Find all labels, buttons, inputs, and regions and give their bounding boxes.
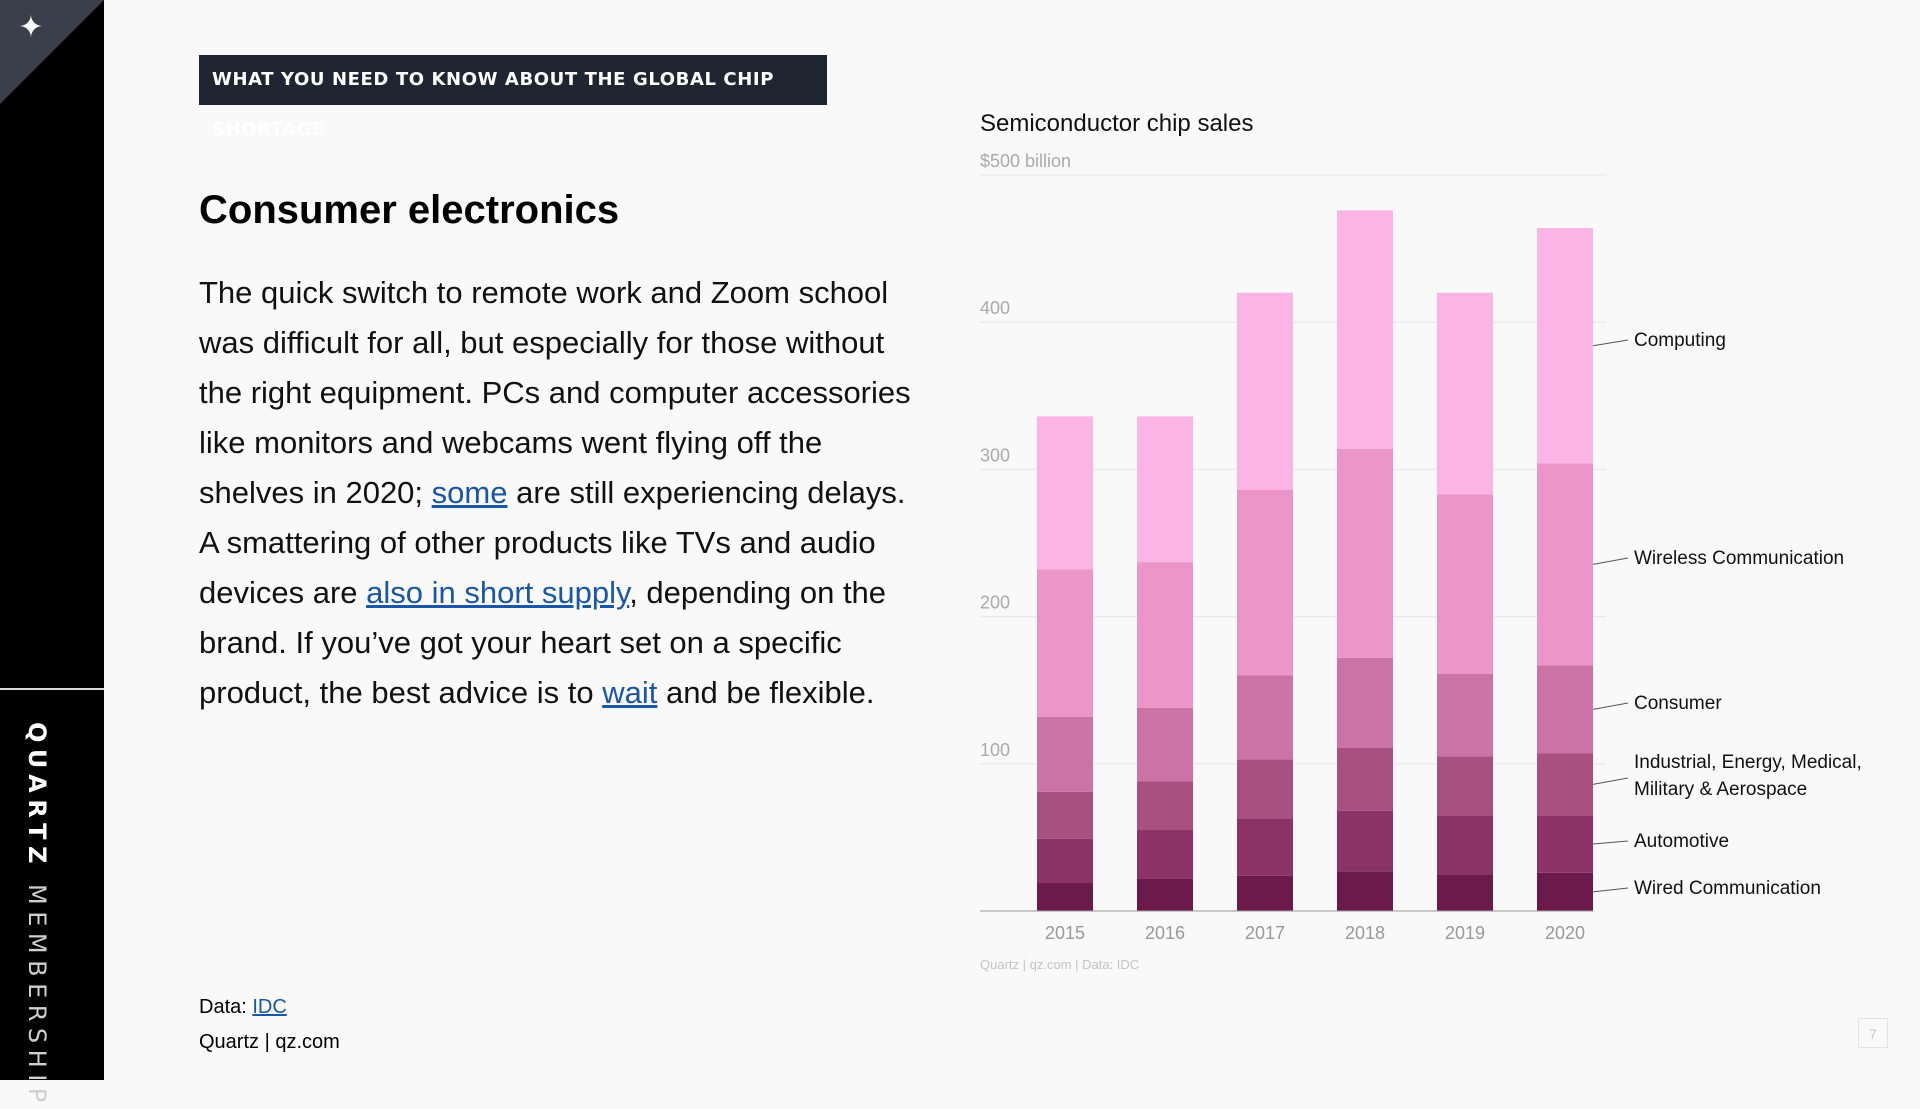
semiconductor-sales-chart: Semiconductor chip sales $500 billion 100 2… xyxy=(980,110,1862,972)
bar-2016-automotive xyxy=(1137,830,1193,879)
section-banner: WHAT YOU NEED TO KNOW ABOUT THE GLOBAL C… xyxy=(199,55,827,140)
bar-2015-automotive xyxy=(1037,838,1093,884)
bar-2018-computing xyxy=(1337,210,1393,449)
bar-2015-consumer xyxy=(1037,716,1093,792)
chart-source: Quartz | qz.com | Data: IDC xyxy=(980,957,1139,972)
page-number: 7 xyxy=(1858,1018,1888,1048)
bar-2016-consumer xyxy=(1137,707,1193,782)
bar-2019-industrial-energy-medical-military-aerospace xyxy=(1437,756,1493,816)
legend-label-automotive: Automotive xyxy=(1634,831,1729,852)
x-tick-label-2015: 2015 xyxy=(1045,923,1085,943)
bar-2018-industrial-energy-medical-military-aerospace xyxy=(1337,747,1393,811)
bar-2020-computing xyxy=(1537,227,1593,464)
leader-consumer xyxy=(1592,702,1629,710)
bar-2016-industrial-energy-medical-military-aerospace xyxy=(1137,781,1193,831)
some-link[interactable]: some xyxy=(431,475,508,510)
bar-2018-automotive xyxy=(1337,810,1393,872)
bar-2019-wireless-communication xyxy=(1437,494,1493,675)
slide-heading: Consumer electronics xyxy=(199,188,620,232)
bar-2019-consumer xyxy=(1437,674,1493,757)
chart-title: Semiconductor chip sales xyxy=(980,110,1253,137)
bar-2019-automotive xyxy=(1437,815,1493,875)
bar-2020-wireless-communication xyxy=(1537,463,1593,666)
bar-2017-consumer xyxy=(1237,675,1293,760)
leader-wired-communication xyxy=(1592,887,1629,893)
sidebar-divider xyxy=(0,688,104,690)
legend-label-industrial-energy-medical-military-aerospace-line2: Military & Aerospace xyxy=(1634,779,1807,800)
bar-2019-wired-communication xyxy=(1437,874,1493,911)
legend-label-wireless-communication: Wireless Communication xyxy=(1634,548,1844,569)
sidebar: ✦ QUARTZ MEMBERSHIP xyxy=(0,0,104,1109)
legend-label-consumer: Consumer xyxy=(1634,693,1722,714)
leader-automotive xyxy=(1592,840,1629,845)
also-in-short-supply-link[interactable]: also in short supply xyxy=(366,575,630,610)
credit-line: Quartz | qz.com xyxy=(199,1031,340,1053)
bar-2015-wireless-communication xyxy=(1037,569,1093,717)
x-tick-label-2019: 2019 xyxy=(1445,923,1485,943)
bar-2018-wireless-communication xyxy=(1337,448,1393,658)
bar-2015-industrial-energy-medical-military-aerospace xyxy=(1037,791,1093,839)
body-paragraph: The quick switch to remote work and Zoom… xyxy=(199,268,919,718)
bar-2017-computing xyxy=(1237,292,1293,491)
legend-label-wired-communication: Wired Communication xyxy=(1634,878,1821,899)
leader-computing xyxy=(1592,339,1629,347)
bar-2020-wired-communication xyxy=(1537,872,1593,911)
bar-2017-wired-communication xyxy=(1237,875,1293,911)
legend-label-computing: Computing xyxy=(1634,330,1726,351)
bar-2020-industrial-energy-medical-military-aerospace xyxy=(1537,753,1593,816)
body-text-part-1: The quick switch to remote work and Zoom… xyxy=(199,275,911,510)
corner-badge xyxy=(0,0,104,104)
leader-wireless-communication xyxy=(1592,557,1629,565)
bar-2017-automotive xyxy=(1237,818,1293,876)
y-tick-label-400: 400 xyxy=(980,298,1010,318)
bar-2020-consumer xyxy=(1537,665,1593,754)
x-tick-label-2018: 2018 xyxy=(1345,923,1385,943)
y-tick-label-200: 200 xyxy=(980,593,1010,613)
legend-label-industrial-energy-medical-military-aerospace-line1: Industrial, Energy, Medical, xyxy=(1634,752,1862,773)
y-tick-label-300: 300 xyxy=(980,445,1010,465)
bar-2018-consumer xyxy=(1337,657,1393,748)
bar-2017-wireless-communication xyxy=(1237,490,1293,676)
data-source: Data: IDC xyxy=(199,996,287,1019)
bar-2015-computing xyxy=(1037,416,1093,570)
wait-link[interactable]: wait xyxy=(602,675,658,710)
x-tick-label-2020: 2020 xyxy=(1545,923,1585,943)
y-tick-label-100: 100 xyxy=(980,740,1010,760)
x-tick-label-2016: 2016 xyxy=(1145,923,1185,943)
bar-2015-wired-communication xyxy=(1037,883,1093,911)
body-text-part-3: , depending on the brand. If you’ve got … xyxy=(199,575,887,710)
data-source-label: Data: xyxy=(199,996,253,1018)
bar-2016-wired-communication xyxy=(1137,878,1193,911)
body-text-part-2: are still experiencing delays. A smatter… xyxy=(199,475,906,610)
bar-2017-industrial-energy-medical-military-aerospace xyxy=(1237,759,1293,819)
bar-2020-automotive xyxy=(1537,815,1593,873)
bar-2016-computing xyxy=(1137,416,1193,563)
sparkle-icon: ✦ xyxy=(18,10,44,45)
leader-industrial-energy-medical-military-aerospace xyxy=(1592,777,1629,785)
idc-link[interactable]: IDC xyxy=(252,996,287,1018)
bar-2016-wireless-communication xyxy=(1137,562,1193,708)
x-tick-label-2017: 2017 xyxy=(1245,923,1285,943)
y-tick-label-500: $500 billion xyxy=(980,151,1071,171)
body-text-part-4: and be flexible. xyxy=(657,675,875,710)
bar-2019-computing xyxy=(1437,292,1493,495)
bar-2018-wired-communication xyxy=(1337,871,1393,911)
